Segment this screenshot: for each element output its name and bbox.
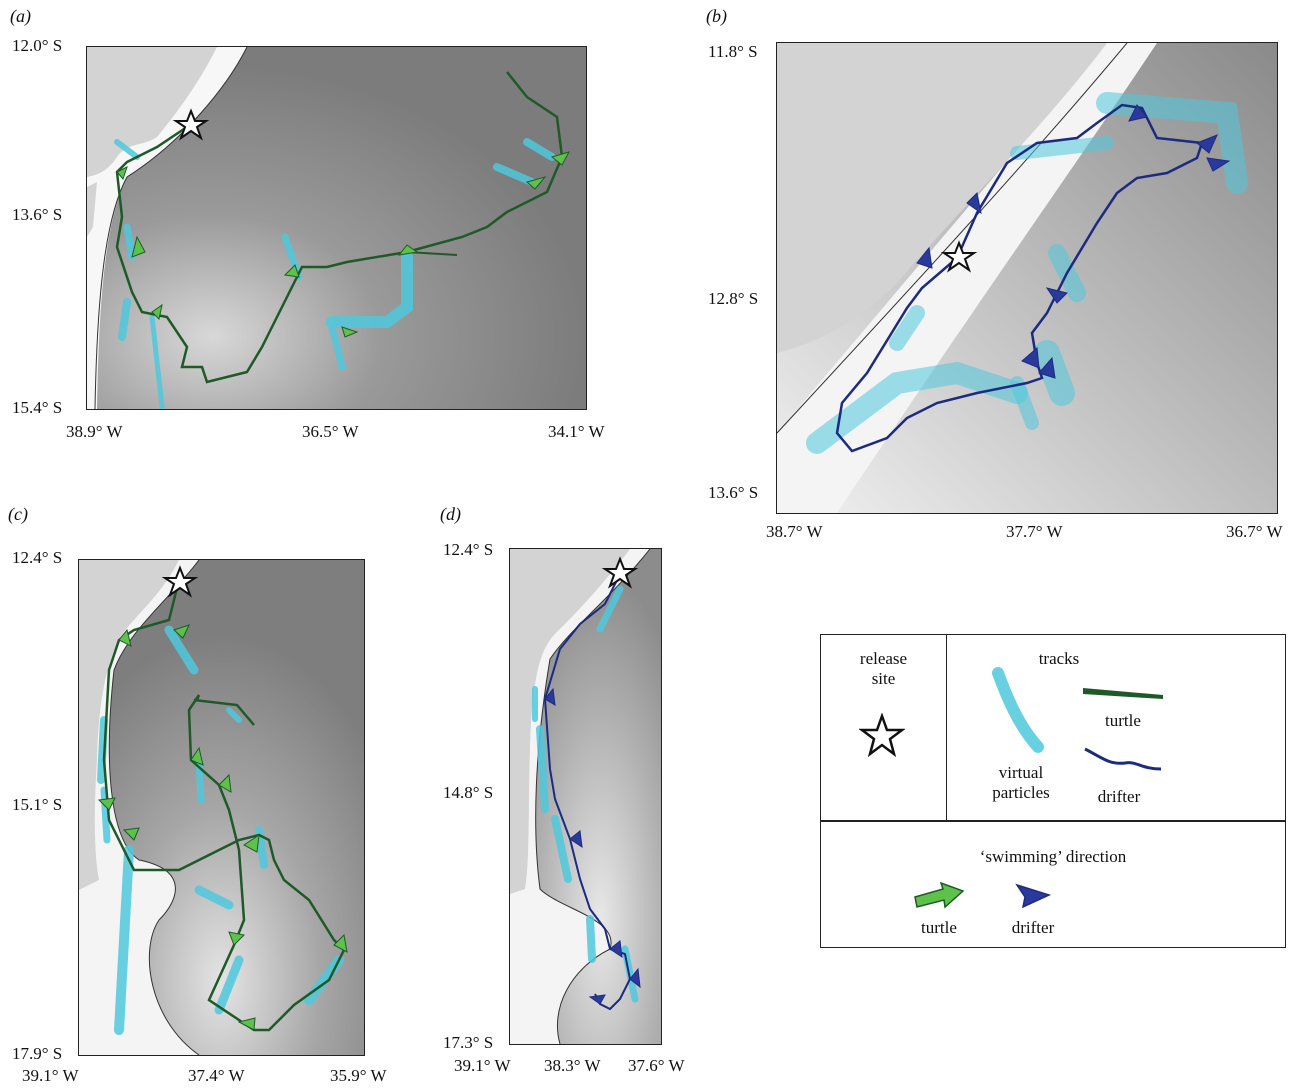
- drifter-direction-arrows: [544, 687, 641, 1005]
- panel-b-lon-left: 38.7° W: [766, 522, 823, 541]
- isobath-line: [108, 560, 200, 1055]
- land-area: [777, 43, 1107, 353]
- panel-c-lon-right: 35.9° W: [330, 1066, 387, 1085]
- isobath-line: [777, 43, 1128, 434]
- green-arrow-icon: [914, 881, 965, 909]
- land-area: [79, 560, 179, 890]
- continental-shelf: [510, 549, 650, 1044]
- panel-b-lon-right: 36.7° W: [1226, 522, 1283, 541]
- panel-b-lat-mid: 12.8° S: [708, 289, 759, 308]
- panel-c-lat-bot: 17.9° S: [12, 1044, 63, 1063]
- panel-a-lon-mid: 36.5° W: [302, 422, 359, 441]
- panel-a-lon-right: 34.1° W: [548, 422, 605, 441]
- panel-d-lon-left: 39.1° W: [454, 1056, 511, 1075]
- panel-c-lat-top: 12.4° S: [12, 548, 63, 567]
- legend-release-site-label: release site: [859, 649, 908, 688]
- panel-d-lat-top: 12.4° S: [443, 540, 494, 559]
- panel-a-lat-bot: 15.4° S: [12, 398, 63, 417]
- legend: release site tracks virtual particles tu…: [820, 634, 1286, 948]
- turtle-track-swatch: [1083, 688, 1163, 699]
- release-site-star-icon: [859, 713, 905, 757]
- legend-swimming-direction-label: ‘swimming’ direction: [979, 847, 1127, 866]
- panel-d-label: (d): [440, 504, 461, 524]
- panel-b-lat-bot: 13.6° S: [708, 483, 759, 502]
- panel-a-label: (a): [10, 6, 31, 26]
- legend-virtual-particles-label: virtual particles: [992, 763, 1050, 802]
- panel-d-lon-right: 37.6° W: [628, 1056, 685, 1075]
- legend-drifter-label: drifter: [1097, 787, 1141, 806]
- turtle-direction-arrows: [97, 624, 348, 1031]
- drifter-direction-arrows: [916, 104, 1231, 379]
- blue-triangle-arrow-icon: [1015, 883, 1052, 909]
- virtual-particle-tracks: [97, 625, 344, 1035]
- panel-b-lat-top: 11.8° S: [708, 42, 758, 61]
- legend-tracks-label: tracks: [1038, 649, 1080, 668]
- release-site-star: [161, 565, 199, 598]
- legend-drifter-arrow-label: drifter: [1011, 918, 1055, 937]
- land-area: [510, 549, 630, 894]
- panel-a-map: [86, 46, 587, 410]
- release-site-star: [601, 556, 639, 589]
- panel-d-lat-mid: 14.8° S: [443, 783, 494, 802]
- turtle-track: [115, 71, 564, 384]
- panel-b-lon-mid: 37.7° W: [1006, 522, 1063, 541]
- legend-turtle-label: turtle: [1105, 711, 1141, 730]
- panel-c-lon-left: 39.1° W: [22, 1066, 79, 1085]
- panel-c-lat-mid: 15.1° S: [12, 795, 63, 814]
- panel-d-lon-mid: 38.3° W: [544, 1056, 601, 1075]
- panel-c-map: [78, 559, 365, 1056]
- isobath-line: [94, 47, 248, 409]
- land-area: [87, 182, 97, 237]
- panel-b-label: (b): [706, 6, 727, 26]
- panel-d-map: [509, 548, 662, 1045]
- legend-turtle-arrow-label: turtle: [921, 918, 957, 937]
- panel-d-lat-bot: 17.3° S: [443, 1033, 494, 1052]
- turtle-direction-arrows: [116, 151, 571, 338]
- panel-c-lon-mid: 37.4° W: [188, 1066, 245, 1085]
- panel-b-map: [776, 42, 1278, 514]
- release-site-star: [940, 240, 978, 273]
- panel-a-lon-left: 38.9° W: [66, 422, 123, 441]
- panel-a-lat-mid: 13.6° S: [12, 205, 63, 224]
- panel-c-label: (c): [8, 504, 28, 524]
- legend-divider-vertical: [946, 635, 947, 820]
- virtual-particle-tracks: [532, 585, 639, 1003]
- legend-divider-horizontal: [821, 820, 1285, 822]
- drifter-track-swatch: [1084, 747, 1162, 771]
- panel-a-lat-top: 12.0° S: [12, 36, 63, 55]
- turtle-track: [102, 579, 346, 1032]
- virtual-particle-tracks: [114, 138, 556, 409]
- drifter-track: [543, 573, 632, 1011]
- virtual-particles-swatch: [992, 667, 1044, 753]
- release-site-star: [172, 108, 210, 141]
